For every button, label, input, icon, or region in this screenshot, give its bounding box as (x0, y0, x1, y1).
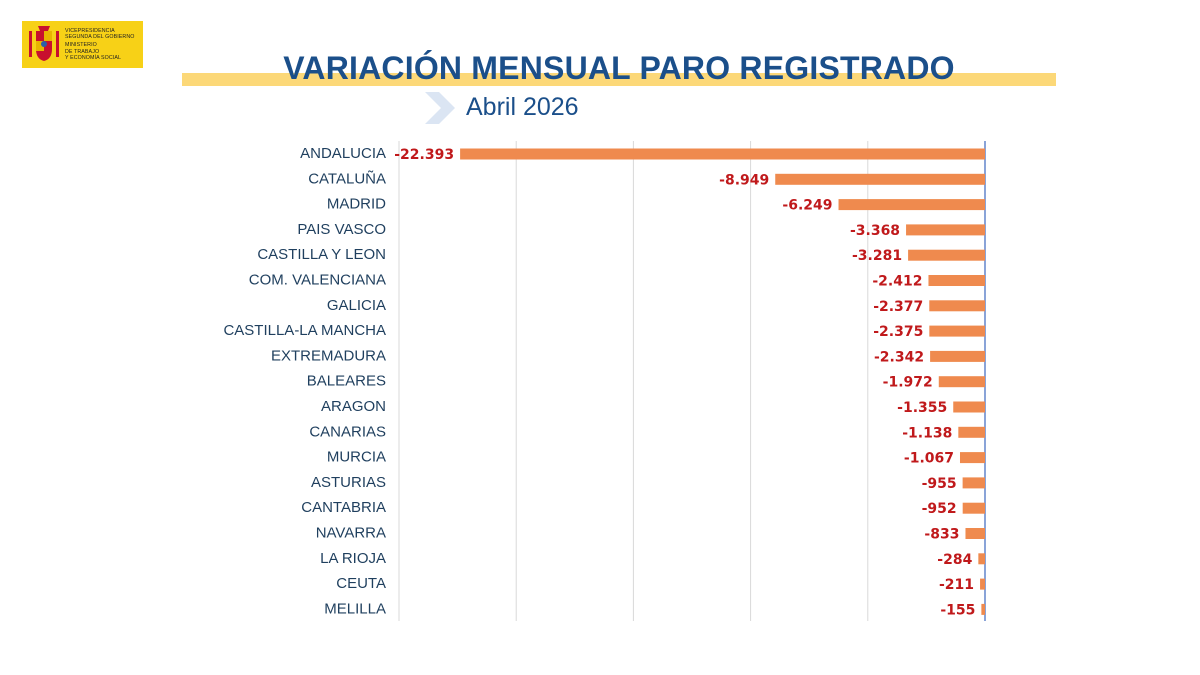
bar (953, 401, 985, 413)
value-label: -2.375 (873, 324, 923, 340)
category-label: BALEARES (307, 373, 386, 390)
bar (965, 528, 985, 539)
value-label: -833 (924, 527, 959, 543)
category-label: CANARIAS (309, 423, 386, 440)
bar (981, 603, 985, 615)
chart-subtitle: Abril 2026 (466, 93, 579, 121)
category-label: EXTREMADURA (271, 347, 386, 364)
bar (906, 224, 985, 236)
bar (928, 275, 985, 286)
government-logo: VICEPRESIDENCIA SEGUNDA DEL GOBIERNO MIN… (22, 21, 143, 68)
category-label: LA RIOJA (320, 550, 386, 567)
category-label: CEUTA (336, 575, 386, 592)
logo-line: SEGUNDA DEL GOBIERNO (65, 34, 135, 41)
bar (929, 325, 985, 337)
category-label: CATALUÑA (308, 170, 386, 187)
bar (908, 249, 985, 261)
category-label: MADRID (327, 196, 386, 213)
bar (929, 300, 985, 312)
value-label: -2.412 (872, 274, 922, 290)
logo-line: MINISTERIO (65, 42, 97, 49)
bar (838, 199, 985, 211)
bar (938, 376, 985, 388)
category-label: PAIS VASCO (297, 221, 386, 238)
value-label: -155 (940, 602, 975, 618)
value-label: -2.342 (874, 349, 924, 365)
value-label: -284 (937, 552, 972, 568)
category-label: ASTURIAS (311, 474, 386, 491)
logo-text: VICEPRESIDENCIA SEGUNDA DEL GOBIERNO MIN… (65, 28, 135, 61)
value-label: -22.393 (394, 147, 454, 163)
category-label: ARAGON (321, 398, 386, 415)
category-label: MURCIA (327, 449, 386, 466)
value-label: -955 (922, 476, 957, 492)
bar (460, 148, 985, 160)
value-label: -1.355 (897, 400, 947, 416)
coat-of-arms-icon (29, 25, 59, 61)
category-label: ANDALUCIA (300, 145, 386, 162)
value-label: -952 (922, 501, 957, 517)
logo-line: Y ECONOMÍA SOCIAL (65, 54, 122, 61)
bar (959, 452, 985, 464)
bar (980, 578, 985, 590)
value-label: -1.972 (883, 375, 933, 391)
logo-line: VICEPRESIDENCIA (65, 27, 115, 34)
value-label: -3.368 (850, 223, 900, 239)
bar (978, 553, 985, 565)
bar (775, 173, 985, 185)
value-label: -8.949 (719, 172, 769, 188)
logo-line: DE TRABAJO (65, 48, 100, 55)
value-label: -1.067 (904, 451, 954, 467)
value-label: -2.377 (873, 299, 923, 315)
value-label: -1.138 (902, 425, 952, 441)
category-label: GALICIA (327, 297, 386, 314)
chevron-right-icon (425, 92, 455, 124)
value-label: -3.281 (852, 248, 902, 264)
bar (962, 477, 985, 489)
bar (930, 350, 985, 362)
bar (958, 426, 985, 438)
value-label: -6.249 (782, 198, 832, 214)
page-title: VARIACIÓN MENSUAL PARO REGISTRADO (283, 50, 955, 86)
category-label: CANTABRIA (301, 499, 386, 516)
category-label: CASTILLA Y LEON (257, 246, 386, 263)
category-label: NAVARRA (316, 525, 386, 542)
title-highlight-band (182, 73, 1056, 86)
category-label: MELILLA (324, 600, 386, 617)
bar (962, 502, 985, 514)
value-label: -211 (939, 577, 974, 593)
category-label: CASTILLA-LA MANCHA (223, 322, 386, 339)
category-label: COM. VALENCIANA (249, 272, 386, 289)
